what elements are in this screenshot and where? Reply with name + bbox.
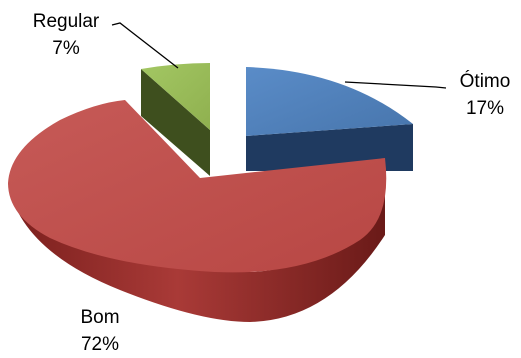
data-label-bom-name: Bom [80, 307, 119, 328]
pie-slice-bom-side [8, 183, 385, 322]
pie-slice-bom [8, 100, 387, 322]
pie-slices [8, 63, 413, 322]
pie-slice-otimo [246, 67, 413, 171]
data-label-otimo-percent: 17% [466, 98, 504, 119]
pie-slice-regular-top [141, 63, 210, 130]
pie-slice-regular [141, 63, 210, 176]
data-label-bom-percent: 72% [81, 334, 119, 355]
pie-slice-regular-side [141, 69, 210, 176]
data-label-otimo-name: Ótimo [460, 70, 511, 92]
leader-line-regular [111, 22, 179, 69]
leader-line-otimo [344, 81, 447, 89]
pie-slice-otimo-top [246, 67, 413, 136]
pie-slice-otimo-side [246, 124, 413, 171]
leader-lines [111, 22, 447, 89]
pie-slice-bom-top [8, 100, 387, 273]
data-labels: Regular 7% Ótimo 17% Bom 72% [33, 11, 511, 355]
data-label-regular-name: Regular [33, 11, 100, 32]
data-label-regular-percent: 7% [52, 38, 80, 59]
